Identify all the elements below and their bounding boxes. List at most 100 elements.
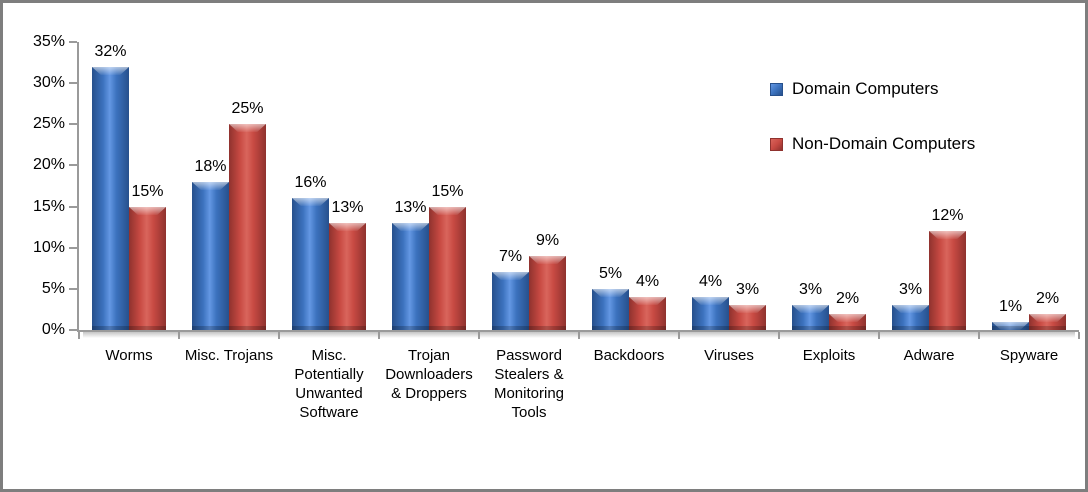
x-axis-tick bbox=[1078, 332, 1080, 339]
bar bbox=[92, 67, 129, 330]
bar-bevel-cap bbox=[892, 305, 929, 313]
legend-label: Non-Domain Computers bbox=[792, 134, 976, 153]
y-axis-tick bbox=[69, 287, 77, 290]
plot-area: 0% 5% 10% 15% 20% 25% 30% 35% Worms Misc. Trojans… bbox=[3, 3, 1085, 489]
bar-bevel-cap bbox=[392, 223, 429, 231]
bar-value-label: 25% bbox=[231, 100, 264, 117]
bar-bevel-foot bbox=[629, 326, 666, 330]
y-axis-label: 20% bbox=[32, 156, 65, 174]
bar-bevel-foot bbox=[229, 326, 266, 330]
category-label: Exploits bbox=[802, 347, 856, 364]
x-axis-tick bbox=[178, 332, 180, 339]
legend-marker-blue-icon bbox=[770, 82, 783, 96]
category-label: Password Stealers & Monitoring Tools bbox=[493, 347, 565, 421]
bar-bevel-foot bbox=[492, 326, 529, 330]
bar bbox=[229, 124, 266, 330]
bar bbox=[192, 182, 229, 330]
y-axis-tick bbox=[69, 329, 77, 331]
x-axis-line bbox=[77, 330, 1079, 332]
bar-value-label: 3% bbox=[798, 281, 823, 298]
category-label: Misc. Potentially Unwanted Software bbox=[294, 347, 364, 421]
bar bbox=[892, 305, 929, 330]
bar-bevel-cap bbox=[729, 305, 766, 313]
bar-bevel-cap bbox=[1029, 314, 1066, 322]
y-axis-tick bbox=[69, 246, 77, 249]
legend-label: Domain Computers bbox=[792, 79, 939, 98]
bar-bevel-foot bbox=[692, 326, 729, 330]
bar-value-label: 3% bbox=[735, 281, 760, 298]
bar-value-label: 32% bbox=[94, 43, 127, 60]
bar-value-label: 13% bbox=[394, 199, 427, 216]
bar bbox=[629, 297, 666, 330]
bar-bevel-cap bbox=[629, 297, 666, 305]
y-axis-label: 10% bbox=[32, 238, 65, 256]
y-axis-tick bbox=[69, 205, 77, 208]
y-axis-label: 0% bbox=[41, 321, 65, 338]
bar-bevel-cap bbox=[929, 231, 966, 239]
x-axis-tick bbox=[678, 332, 680, 339]
bar-bevel-cap bbox=[92, 67, 129, 75]
legend-item-non-domain: Non-Domain Computers bbox=[770, 134, 975, 154]
bar-bevel-foot bbox=[1029, 326, 1066, 330]
legend-marker-red-icon bbox=[770, 137, 783, 151]
category-label: Spyware bbox=[999, 347, 1059, 364]
bar-bevel-foot bbox=[929, 326, 966, 330]
y-axis-tick bbox=[69, 164, 77, 167]
category-label: Worms bbox=[105, 347, 153, 364]
bar-bevel-foot bbox=[792, 326, 829, 330]
bar-bevel-foot bbox=[529, 326, 566, 330]
bar-bevel-foot bbox=[192, 326, 229, 330]
x-axis-tick bbox=[778, 332, 780, 339]
bar-bevel-foot bbox=[429, 326, 466, 330]
bar-bevel-cap bbox=[329, 223, 366, 231]
bar-value-label: 4% bbox=[698, 273, 723, 290]
bar-value-label: 7% bbox=[498, 248, 523, 265]
bar-value-label: 18% bbox=[194, 158, 227, 175]
bar bbox=[592, 289, 629, 330]
y-axis-label: 25% bbox=[32, 115, 65, 133]
bar-bevel-cap bbox=[129, 207, 166, 215]
category-label: Viruses bbox=[704, 347, 754, 364]
bar-bevel-foot bbox=[829, 326, 866, 330]
bar-bevel-cap bbox=[429, 207, 466, 215]
bar-value-label: 9% bbox=[535, 232, 560, 249]
x-axis-tick bbox=[478, 332, 480, 339]
bar-bevel-foot bbox=[292, 326, 329, 330]
bar-value-label: 2% bbox=[835, 290, 860, 307]
category-label: Adware bbox=[903, 347, 955, 364]
bar bbox=[292, 198, 329, 330]
bar bbox=[392, 223, 429, 330]
bar bbox=[692, 297, 729, 330]
bar-bevel-foot bbox=[329, 326, 366, 330]
y-axis-label: 5% bbox=[41, 279, 65, 297]
x-axis-tick bbox=[378, 332, 380, 339]
bar-bevel-foot bbox=[392, 326, 429, 330]
bar bbox=[1029, 314, 1066, 330]
bar-bevel-foot bbox=[129, 326, 166, 330]
category-label: Trojan Downloaders & Droppers bbox=[385, 347, 473, 402]
bar bbox=[729, 305, 766, 330]
bar-bevel-foot bbox=[992, 326, 1029, 330]
bar-value-label: 15% bbox=[131, 183, 164, 200]
y-axis-label: 15% bbox=[32, 197, 65, 215]
bar-bevel-cap bbox=[792, 305, 829, 313]
legend-item-domain: Domain Computers bbox=[770, 79, 938, 99]
bar bbox=[829, 314, 866, 330]
bar-value-label: 1% bbox=[998, 298, 1023, 315]
bar-bevel-cap bbox=[292, 198, 329, 206]
bar-bevel-cap bbox=[529, 256, 566, 264]
x-axis-tick bbox=[978, 332, 980, 339]
bar-bevel-cap bbox=[592, 289, 629, 297]
bar-bevel-cap bbox=[692, 297, 729, 305]
bar-value-label: 4% bbox=[635, 273, 660, 290]
bar-value-label: 2% bbox=[1035, 290, 1060, 307]
bar bbox=[492, 272, 529, 330]
bar-bevel-cap bbox=[229, 124, 266, 132]
bar-bevel-cap bbox=[492, 272, 529, 280]
category-label: Misc. Trojans bbox=[184, 347, 274, 364]
bar-value-label: 15% bbox=[431, 183, 464, 200]
bar-bevel-foot bbox=[729, 326, 766, 330]
bar bbox=[929, 231, 966, 330]
y-axis-line bbox=[77, 42, 79, 332]
